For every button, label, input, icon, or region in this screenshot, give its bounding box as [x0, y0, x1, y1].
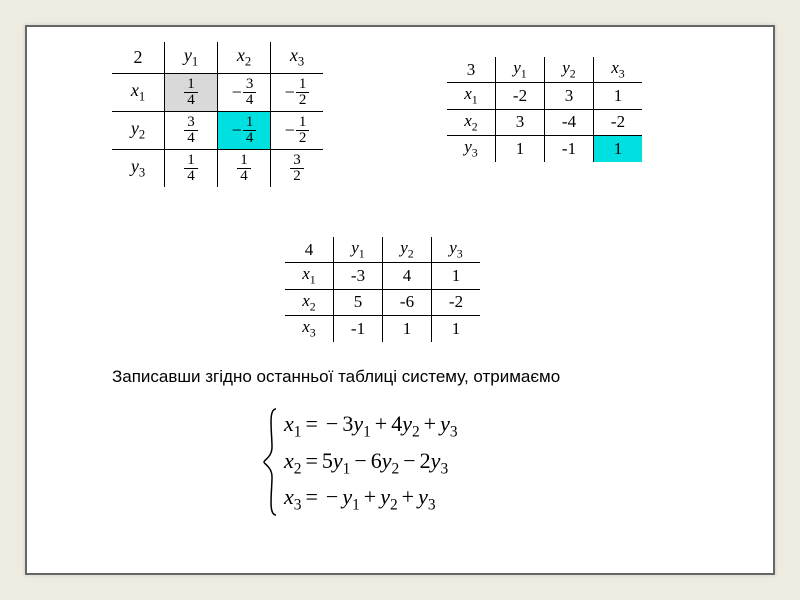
- table-cell: -3: [334, 263, 383, 289]
- table-cell: 32: [271, 149, 324, 187]
- table-cell: 14: [218, 149, 271, 187]
- col-header: y3: [432, 237, 481, 263]
- table-cell: −14: [218, 111, 271, 149]
- col-header: y2: [383, 237, 432, 263]
- table-step-4: 4y1y2y3x1-341x25-6-2x3-111: [285, 237, 480, 342]
- equation-line: x3=−y1+y2+y3: [284, 480, 458, 517]
- row-header: x1: [447, 83, 496, 109]
- explanation-text: Записавши згідно останньої таблиці систе…: [112, 367, 560, 387]
- table-corner: 2: [112, 42, 165, 73]
- table-cell: -4: [545, 109, 594, 135]
- table-corner: 4: [285, 237, 334, 263]
- table-cell: 14: [165, 73, 218, 111]
- table-step-3: 3y1y2x3x1-231x23-4-2y31-11: [447, 57, 642, 162]
- table-cell: -6: [383, 289, 432, 315]
- table-corner: 3: [447, 57, 496, 83]
- equation-lines: x1=−3y1+4y2+y3x2=5y1−6y2−2y3x3=−y1+y2+y3: [280, 407, 458, 517]
- col-header: x3: [594, 57, 643, 83]
- table-cell: −12: [271, 111, 324, 149]
- row-header: y3: [447, 136, 496, 162]
- col-header: y1: [496, 57, 545, 83]
- row-header: y2: [112, 111, 165, 149]
- row-header: x2: [447, 109, 496, 135]
- equation-line: x2=5y1−6y2−2y3: [284, 444, 458, 481]
- col-header: y1: [334, 237, 383, 263]
- row-header: x3: [285, 316, 334, 342]
- brace-icon: [262, 407, 280, 517]
- table-cell: 14: [165, 149, 218, 187]
- table-cell: -2: [594, 109, 643, 135]
- table-cell: -1: [545, 136, 594, 162]
- slide-frame: 2y1x2x3x114−34−12y234−14−12y3141432 3y1y…: [25, 25, 775, 575]
- row-header: x1: [285, 263, 334, 289]
- table-cell: 4: [383, 263, 432, 289]
- table-cell: -2: [432, 289, 481, 315]
- table-cell: -2: [496, 83, 545, 109]
- table-cell: 3: [545, 83, 594, 109]
- row-header: x1: [112, 73, 165, 111]
- col-header: x3: [271, 42, 324, 73]
- equation-line: x1=−3y1+4y2+y3: [284, 407, 458, 444]
- table-cell: 1: [594, 83, 643, 109]
- row-header: x2: [285, 289, 334, 315]
- table-cell: 1: [383, 316, 432, 342]
- table-cell: 1: [496, 136, 545, 162]
- row-header: y3: [112, 149, 165, 187]
- equation-system: x1=−3y1+4y2+y3x2=5y1−6y2−2y3x3=−y1+y2+y3: [262, 407, 458, 517]
- table-cell: -1: [334, 316, 383, 342]
- table-cell: 5: [334, 289, 383, 315]
- col-header: y2: [545, 57, 594, 83]
- table-cell: −12: [271, 73, 324, 111]
- table-cell: 34: [165, 111, 218, 149]
- col-header: x2: [218, 42, 271, 73]
- table-cell: 3: [496, 109, 545, 135]
- table-step-2: 2y1x2x3x114−34−12y234−14−12y3141432: [112, 42, 323, 187]
- col-header: y1: [165, 42, 218, 73]
- table-cell: 1: [594, 136, 643, 162]
- table-cell: −34: [218, 73, 271, 111]
- table-cell: 1: [432, 316, 481, 342]
- table-cell: 1: [432, 263, 481, 289]
- slide: 2y1x2x3x114−34−12y234−14−12y3141432 3y1y…: [0, 0, 800, 600]
